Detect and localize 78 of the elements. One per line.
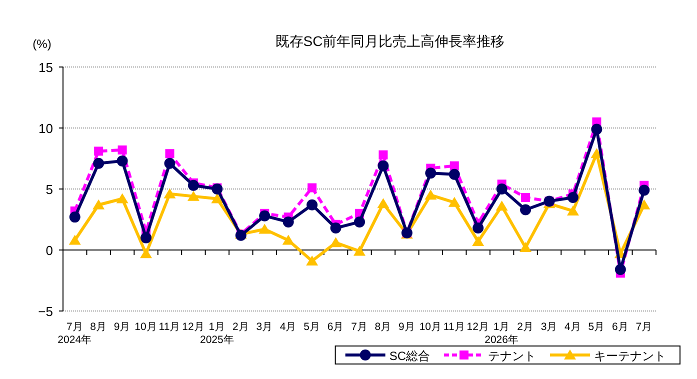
point — [93, 158, 104, 169]
point — [282, 234, 294, 245]
point — [140, 248, 152, 258]
x-tick-label: 3月 — [256, 321, 274, 333]
point — [282, 216, 294, 228]
x-tick-label: 6月 — [327, 321, 344, 333]
y-tick-label: 15 — [38, 60, 53, 75]
x-tick-label: 11月 — [443, 321, 466, 333]
point — [306, 255, 318, 266]
point — [448, 168, 460, 180]
x-tick-label: 7月 — [351, 321, 368, 333]
point — [425, 168, 436, 179]
y-tick-label: 5 — [46, 182, 53, 197]
point — [92, 199, 105, 210]
point — [118, 145, 127, 154]
point — [520, 242, 532, 252]
point — [520, 204, 532, 216]
point — [69, 212, 80, 223]
point — [378, 150, 388, 160]
chart-title: 既存SC前年同月比売上高伸長率推移 — [275, 33, 505, 49]
point — [591, 124, 602, 135]
point — [187, 190, 200, 201]
x-tick-label: 8月 — [90, 321, 107, 333]
legend-label: テナント — [488, 349, 536, 363]
point — [638, 184, 650, 196]
point — [211, 193, 224, 204]
point — [164, 158, 176, 169]
x-tick-label: 2月 — [232, 321, 250, 333]
x-tick-label: 3月 — [540, 321, 558, 333]
point — [116, 155, 128, 166]
point — [496, 200, 508, 211]
point — [259, 210, 270, 222]
point — [258, 224, 271, 234]
point — [567, 192, 578, 204]
point — [188, 180, 199, 191]
point — [472, 236, 484, 246]
x-tick-label: 9月 — [114, 321, 131, 333]
point — [496, 184, 508, 194]
point — [472, 222, 484, 234]
x-tick-label: 12月 — [466, 321, 490, 333]
point — [68, 234, 81, 245]
x-tick-label: 4月 — [280, 321, 297, 333]
y-tick-label: 10 — [38, 121, 53, 136]
point — [377, 198, 390, 208]
point — [521, 193, 530, 202]
x-tick-label: 10月 — [419, 321, 442, 333]
legend-label: SC総合 — [389, 349, 430, 363]
point — [140, 232, 152, 244]
y-tick-label: 0 — [46, 243, 53, 258]
point — [448, 196, 460, 207]
x-tick-label: 7月 — [636, 321, 653, 333]
legend-label: キーテナント — [594, 349, 666, 363]
point — [165, 149, 174, 158]
x-tick-label: 2月 — [517, 321, 534, 333]
y-tick-label: −5 — [38, 304, 53, 319]
x-tick-label: 12月 — [182, 321, 205, 333]
point — [116, 193, 128, 204]
point — [614, 264, 626, 276]
point — [354, 216, 365, 228]
point — [378, 160, 389, 172]
x-tick-label: 11月 — [158, 321, 181, 333]
point — [164, 188, 176, 198]
y-axis-title: (%) — [32, 37, 52, 51]
point — [566, 205, 579, 216]
x-tick-label: 10月 — [134, 321, 158, 333]
point — [354, 246, 366, 256]
point — [424, 190, 437, 200]
point — [330, 237, 342, 248]
x-tick-label: 9月 — [398, 321, 416, 333]
point — [308, 183, 317, 192]
point — [330, 222, 342, 234]
x-tick-label: 6月 — [612, 321, 629, 333]
x-tick-label: 5月 — [588, 321, 606, 333]
x-tick-label: 5月 — [304, 321, 320, 333]
point — [306, 199, 318, 210]
x-tick-label: 8月 — [374, 321, 392, 333]
x-tick-label: 4月 — [564, 321, 582, 333]
point — [94, 146, 104, 156]
